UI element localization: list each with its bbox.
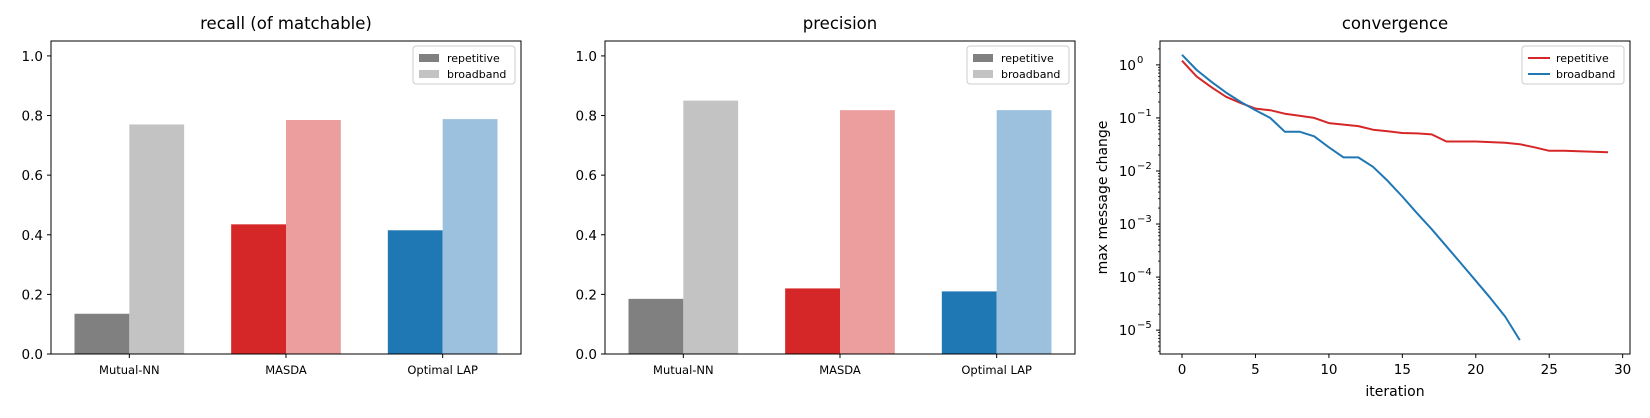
x-tick-label-mutual-nn: Mutual-NN <box>653 363 714 377</box>
bar-repetitive-mutual-nn <box>628 298 684 354</box>
legend-label-repetitive: repetitive <box>1556 52 1609 65</box>
y-tick-label: 10 <box>1119 58 1136 74</box>
legend-label-broadband: broadband <box>1001 68 1060 81</box>
y-tick-label: 10 <box>1119 270 1136 286</box>
series-line-broadband <box>1181 54 1521 341</box>
bar-repetitive-masda <box>785 288 840 354</box>
y-tick-exponent: −2 <box>1137 161 1152 172</box>
legend-swatch-broadband <box>419 70 439 78</box>
chart-title: recall (of matchable) <box>200 14 372 33</box>
legend-swatch-repetitive <box>973 54 993 62</box>
x-tick-label: 20 <box>1467 362 1484 378</box>
x-tick-label-optimal-lap: Optimal LAP <box>407 363 478 377</box>
legend-0: repetitive broadband <box>412 45 516 85</box>
y-tick-label: 1.0 <box>22 49 43 65</box>
bar-broadband-optimal-lap <box>442 119 498 354</box>
y-tick-base: 10 <box>1119 164 1136 180</box>
y-tick-base: 10 <box>1119 323 1136 339</box>
legend-label-broadband: broadband <box>447 68 506 81</box>
chart-title: convergence <box>1342 14 1448 33</box>
y-tick-base: 10 <box>1119 58 1136 74</box>
series-line-repetitive <box>1181 60 1609 154</box>
y-tick-exponent: −1 <box>1137 108 1152 119</box>
chart-title: precision <box>803 14 877 33</box>
x-tick-label: 5 <box>1251 362 1260 378</box>
x-tick-label: 10 <box>1320 362 1337 378</box>
x-tick-label-optimal-lap: Optimal LAP <box>961 363 1032 377</box>
bar-broadband-masda <box>286 119 341 354</box>
bar-broadband-masda <box>840 110 895 354</box>
x-tick-label: 15 <box>1394 362 1411 378</box>
bar-broadband-mutual-nn <box>129 124 185 354</box>
y-tick-exponent: −3 <box>1137 214 1152 225</box>
x-axis-label: iteration <box>1365 384 1424 400</box>
y-tick-label: 10 <box>1119 217 1136 233</box>
bar-repetitive-optimal-lap <box>387 230 443 354</box>
y-tick-label: 0.0 <box>22 347 43 363</box>
chart-1: precision 0.0 0.2 0.4 0.6 0.8 1.0 Mutual-NN MASD… <box>576 14 1076 377</box>
bar-repetitive-mutual-nn <box>74 313 130 354</box>
legend-2: repetitive broadband <box>1521 45 1625 85</box>
y-tick-label: 10 <box>1119 323 1136 339</box>
y-tick-label: 10 <box>1119 111 1136 127</box>
bar-broadband-mutual-nn <box>683 100 739 354</box>
y-axis-label: max message change <box>1095 121 1111 275</box>
y-tick-label: 0.2 <box>22 287 43 303</box>
y-tick-label: 0.4 <box>22 228 43 244</box>
y-tick-exponent: −4 <box>1137 267 1152 278</box>
y-tick-label: 0.8 <box>22 109 43 125</box>
plot-frame <box>1159 40 1631 355</box>
y-tick-label: 0.8 <box>576 109 597 125</box>
y-tick-label: 0.4 <box>576 228 597 244</box>
y-tick-exponent: −5 <box>1137 320 1152 331</box>
legend-label-repetitive: repetitive <box>447 52 500 65</box>
bar-repetitive-masda <box>231 224 286 354</box>
chart-0: recall (of matchable) 0.0 0.2 0.4 0.6 0.8 1.0 M… <box>22 14 522 377</box>
legend-label-repetitive: repetitive <box>1001 52 1054 65</box>
legend-label-broadband: broadband <box>1556 68 1615 81</box>
y-tick-label: 0.6 <box>576 168 597 184</box>
y-tick-base: 10 <box>1119 111 1136 127</box>
y-tick-base: 10 <box>1119 217 1136 233</box>
y-tick-label: 0.0 <box>576 347 597 363</box>
y-tick-base: 10 <box>1119 270 1136 286</box>
bar-broadband-optimal-lap <box>996 110 1052 354</box>
y-tick-label: 1.0 <box>576 49 597 65</box>
x-tick-label: 25 <box>1541 362 1558 378</box>
y-tick-label: 10 <box>1119 164 1136 180</box>
bar-repetitive-optimal-lap <box>941 291 997 354</box>
x-tick-label-mutual-nn: Mutual-NN <box>99 363 160 377</box>
legend-swatch-broadband <box>973 70 993 78</box>
y-tick-label: 0.6 <box>22 168 43 184</box>
x-tick-label: 0 <box>1178 362 1187 378</box>
x-tick-label: 30 <box>1614 362 1631 378</box>
x-tick-label-masda: MASDA <box>265 363 307 377</box>
x-tick-label-masda: MASDA <box>819 363 861 377</box>
y-tick-label: 0.2 <box>576 287 597 303</box>
legend-swatch-repetitive <box>419 54 439 62</box>
legend-1: repetitive broadband <box>966 45 1070 85</box>
y-tick-exponent: 0 <box>1137 55 1143 66</box>
